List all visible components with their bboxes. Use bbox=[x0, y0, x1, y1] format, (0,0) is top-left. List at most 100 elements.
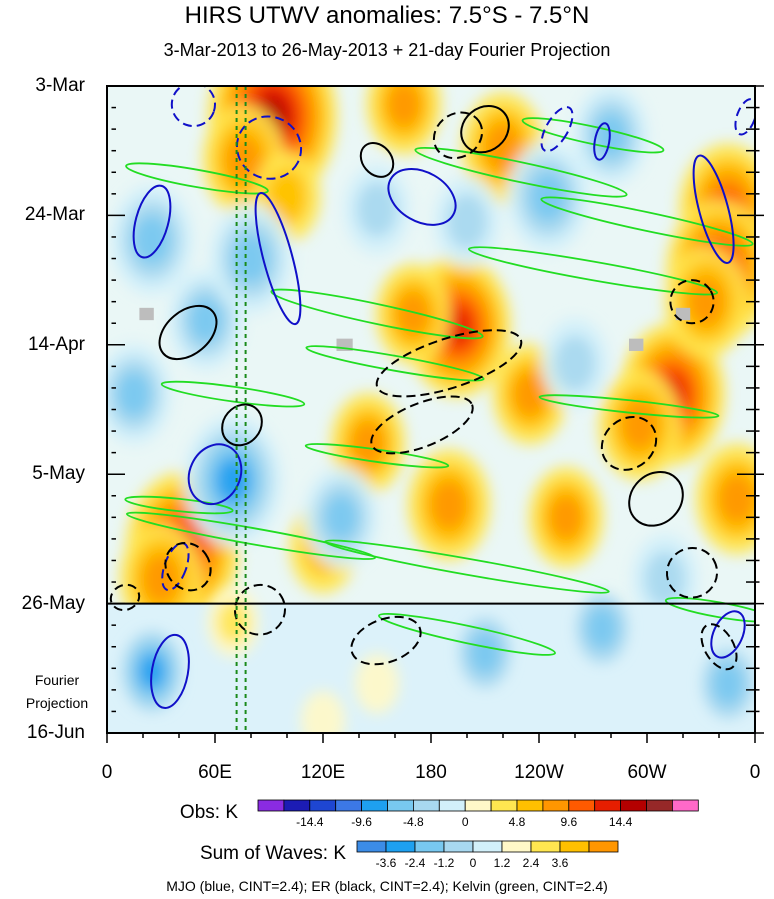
y-tick-label: 26-May bbox=[21, 592, 85, 614]
fourier-projection-line1: Fourier bbox=[34, 672, 80, 688]
y-tick-label: 24-Mar bbox=[24, 204, 85, 226]
projection-blob-4 bbox=[712, 662, 744, 706]
mjo-contour bbox=[540, 106, 574, 153]
x-tick-label: 180 bbox=[415, 762, 447, 783]
kelvin-contour bbox=[414, 146, 628, 198]
er-contour bbox=[375, 329, 523, 398]
projection-background bbox=[107, 603, 755, 733]
y-tick-label: 14-Apr bbox=[27, 333, 85, 355]
obs-tick-label: -9.6 bbox=[351, 815, 372, 829]
obs-colorbar-title: Obs: K bbox=[179, 802, 238, 823]
er-contour bbox=[665, 547, 719, 599]
mjo-contour bbox=[692, 154, 735, 264]
projection-blob-3 bbox=[586, 606, 618, 650]
anomaly-blob-27 bbox=[117, 371, 151, 417]
anomaly-blob-13 bbox=[718, 474, 755, 524]
anomaly-blob-19 bbox=[387, 86, 421, 127]
y-tick-label: 16-Jun bbox=[26, 722, 85, 743]
er-contour bbox=[359, 142, 395, 178]
er-contour bbox=[164, 541, 212, 592]
er-contour bbox=[370, 395, 474, 455]
mjo-contour bbox=[150, 633, 190, 709]
y-tick-label: 5-May bbox=[32, 463, 85, 485]
kelvin-contour bbox=[540, 196, 754, 247]
projection-blob-5 bbox=[355, 653, 399, 714]
kelvin-contour bbox=[468, 246, 718, 296]
anomaly-group bbox=[107, 86, 755, 635]
projection-blob-2 bbox=[469, 631, 501, 675]
mjo-contour bbox=[132, 184, 172, 259]
obs-tick-label: 4.8 bbox=[508, 815, 526, 829]
wave-tick-label: 1.2 bbox=[493, 856, 511, 870]
mjo-contour bbox=[710, 610, 746, 659]
obs-tick-label: -14.4 bbox=[296, 815, 324, 829]
obs-tick-label: 9.6 bbox=[560, 815, 578, 829]
projection-blob-6 bbox=[301, 690, 345, 733]
x-tick-label: 60E bbox=[198, 762, 232, 783]
mjo-contour bbox=[235, 115, 303, 180]
x-tick-label: 0 bbox=[101, 762, 113, 783]
anomaly-blob-7 bbox=[621, 400, 659, 450]
er-contour bbox=[350, 615, 422, 666]
anomaly-blob-30 bbox=[356, 181, 398, 238]
kelvin-contour bbox=[160, 380, 306, 408]
er-contour bbox=[109, 583, 141, 612]
anomaly-blob-29 bbox=[554, 335, 596, 392]
mjo-contour bbox=[254, 191, 302, 326]
missing-data-box bbox=[629, 338, 644, 351]
observation-layer bbox=[107, 86, 755, 635]
anomaly-blob-15 bbox=[351, 420, 385, 466]
anomaly-blob-11 bbox=[430, 480, 468, 530]
kelvin-contour bbox=[378, 612, 556, 656]
kelvin-contour bbox=[304, 443, 450, 469]
missing-data-box bbox=[675, 307, 691, 321]
wave-contour-layer bbox=[109, 86, 755, 733]
obs-tick-label: 14.4 bbox=[608, 815, 633, 829]
y-tick-label: 3-Mar bbox=[35, 75, 85, 96]
er-contour bbox=[669, 279, 715, 325]
kelvin-contour bbox=[538, 394, 720, 419]
anomaly-blob-12 bbox=[549, 494, 583, 540]
er-contour bbox=[221, 403, 263, 447]
kelvin-contour bbox=[324, 539, 610, 594]
wave-tick-label: -3.6 bbox=[375, 856, 397, 870]
wave-tick-label: 3.6 bbox=[551, 856, 569, 870]
er-contour bbox=[233, 583, 287, 636]
obs-tick-label: 0 bbox=[461, 815, 469, 829]
wave-tick-label: -2.4 bbox=[404, 856, 426, 870]
projection-layer bbox=[107, 587, 755, 733]
kelvin-contour bbox=[126, 511, 376, 560]
er-contour bbox=[432, 111, 484, 160]
x-tick-label: 60W bbox=[627, 762, 667, 783]
anomaly-blob-3 bbox=[142, 554, 180, 604]
wave-tick-label: -1.2 bbox=[433, 856, 455, 870]
obs-tick-label: -4.8 bbox=[403, 815, 424, 829]
anomaly-blob-22 bbox=[189, 297, 223, 343]
er-contour bbox=[628, 471, 684, 527]
kelvin-contour bbox=[270, 288, 484, 340]
kelvin-contour bbox=[664, 596, 755, 623]
mjo-contour bbox=[387, 167, 457, 226]
kelvin-contour bbox=[124, 495, 234, 515]
anomaly-blob-21 bbox=[133, 215, 171, 265]
missing-data-box bbox=[139, 307, 154, 321]
anomaly-blob-10 bbox=[688, 276, 725, 327]
kelvin-contour bbox=[125, 162, 269, 195]
fourier-projection-label: Fourier Projection bbox=[12, 669, 102, 715]
wave-colorbar-title: Sum of Waves: K bbox=[199, 843, 346, 864]
mjo-contour bbox=[187, 443, 243, 506]
anomaly-blob-17 bbox=[513, 371, 547, 417]
x-tick-label: 120W bbox=[514, 762, 564, 783]
projection-group bbox=[122, 587, 754, 733]
anomaly-blob-26 bbox=[594, 112, 628, 158]
er-contour bbox=[460, 104, 510, 154]
anomaly-blob-23 bbox=[324, 494, 358, 540]
wave-tick-label: 2.4 bbox=[522, 856, 540, 870]
kelvin-contour bbox=[521, 117, 665, 154]
anomaly-blob-5 bbox=[396, 291, 430, 337]
chart-title: HIRS UTWV anomalies: 7.5°S - 7.5°N bbox=[184, 2, 590, 29]
wave-tick-label: 0 bbox=[469, 856, 477, 870]
axes-frame bbox=[106, 85, 764, 743]
kelvin-contour bbox=[305, 345, 485, 382]
